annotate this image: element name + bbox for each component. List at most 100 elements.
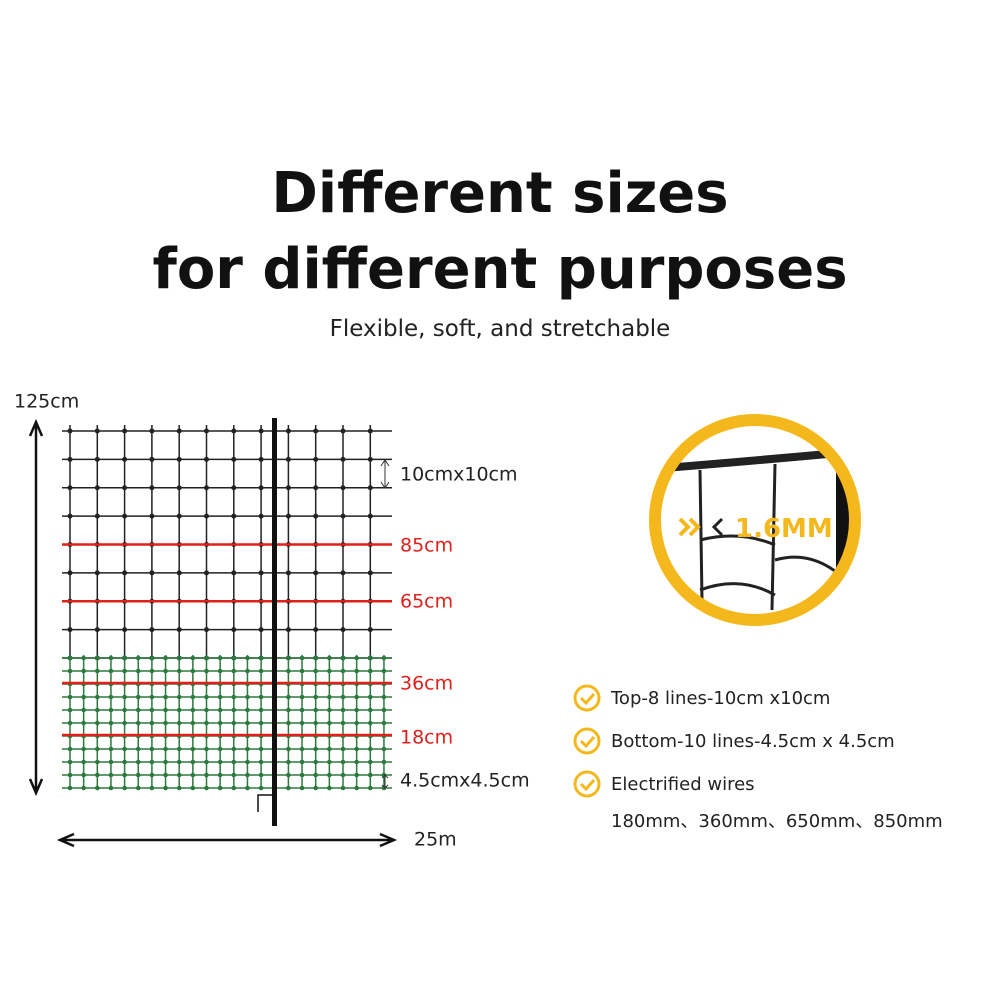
knot xyxy=(190,668,196,674)
knot xyxy=(217,655,223,661)
knot xyxy=(176,456,182,462)
knot xyxy=(327,668,332,674)
knot xyxy=(94,513,100,519)
knot xyxy=(340,772,346,778)
knot xyxy=(354,746,359,752)
knot xyxy=(81,668,86,674)
knot xyxy=(135,655,141,661)
knot xyxy=(258,746,264,752)
knot xyxy=(367,485,373,491)
feature: Top-8 lines-10cm x10cm xyxy=(610,688,830,709)
knot xyxy=(94,627,100,633)
knot xyxy=(81,720,86,726)
knot xyxy=(204,668,209,674)
knot xyxy=(340,456,346,462)
knot xyxy=(135,772,141,778)
knot xyxy=(190,746,196,752)
knot xyxy=(190,759,196,765)
knot xyxy=(231,485,237,491)
knot xyxy=(122,785,127,791)
knot xyxy=(95,759,100,765)
knot xyxy=(95,694,100,700)
knot xyxy=(163,772,168,778)
mesh-label: 4.5cmx4.5cm xyxy=(400,770,530,792)
pole-spike xyxy=(257,794,272,812)
knot xyxy=(122,513,128,519)
knot xyxy=(327,707,332,713)
knot xyxy=(108,746,114,752)
knot xyxy=(163,746,168,752)
knot xyxy=(149,456,155,462)
knot xyxy=(299,772,305,778)
knot xyxy=(81,707,86,713)
knot xyxy=(313,707,319,713)
knot xyxy=(340,694,346,700)
knot xyxy=(108,694,114,700)
knot xyxy=(286,694,291,700)
knot xyxy=(299,655,305,661)
knot xyxy=(108,655,114,661)
knot xyxy=(176,746,182,752)
knot xyxy=(258,720,264,726)
knot xyxy=(258,668,264,674)
knot xyxy=(204,759,209,765)
knot xyxy=(231,627,237,633)
knot xyxy=(176,720,182,726)
knot xyxy=(122,428,128,434)
knot xyxy=(340,759,346,765)
knot xyxy=(381,720,387,726)
knot xyxy=(135,707,141,713)
knot xyxy=(122,485,128,491)
knot xyxy=(108,772,114,778)
knot xyxy=(245,655,250,661)
length-label: 25m xyxy=(414,829,457,851)
knot xyxy=(286,707,291,713)
knot xyxy=(95,746,100,752)
knot xyxy=(176,485,182,491)
net-diagram xyxy=(28,418,398,848)
knot xyxy=(149,627,155,633)
knot xyxy=(176,707,182,713)
knot xyxy=(258,694,264,700)
feature-list: Top-8 lines-10cm x10cm Bottom-10 lines-4… xyxy=(573,684,943,832)
knot xyxy=(340,655,346,661)
knot xyxy=(367,627,373,633)
knot xyxy=(108,785,114,791)
knot xyxy=(81,759,86,765)
knot xyxy=(354,772,359,778)
knot xyxy=(217,772,223,778)
knot xyxy=(285,456,291,462)
knot xyxy=(135,720,141,726)
knot xyxy=(245,668,250,674)
knot xyxy=(149,428,155,434)
knot xyxy=(245,746,250,752)
knot xyxy=(108,707,114,713)
knot xyxy=(286,746,291,752)
knot xyxy=(258,485,264,491)
knot xyxy=(204,720,209,726)
knot xyxy=(258,428,264,434)
knot xyxy=(313,746,319,752)
mesh-arrow xyxy=(381,774,389,789)
thickness-label: 1.6MM xyxy=(735,514,833,544)
knot xyxy=(176,759,182,765)
knot xyxy=(163,759,168,765)
knot xyxy=(204,772,209,778)
knot xyxy=(367,570,373,576)
knot xyxy=(217,707,223,713)
knot xyxy=(81,694,86,700)
knot xyxy=(258,759,264,765)
knot xyxy=(340,570,346,576)
knot xyxy=(67,513,73,519)
height-arrow xyxy=(28,418,44,797)
knot xyxy=(176,668,182,674)
knot xyxy=(313,513,319,519)
knot xyxy=(204,456,209,462)
knot xyxy=(163,707,168,713)
knot xyxy=(367,513,373,519)
knot xyxy=(217,785,223,791)
knot xyxy=(368,707,373,713)
knot xyxy=(286,668,291,674)
knot xyxy=(67,720,73,726)
